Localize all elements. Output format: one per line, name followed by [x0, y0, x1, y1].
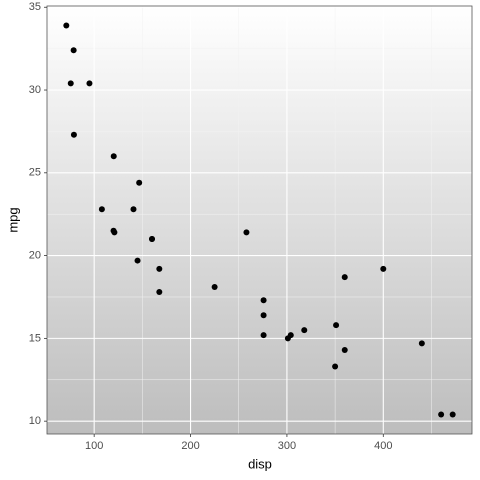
- point: [341, 346, 348, 353]
- point: [260, 332, 267, 339]
- x-tick-label: 100: [85, 440, 103, 452]
- point: [156, 289, 163, 296]
- panel: [47, 6, 472, 434]
- y-tick-label: 10: [29, 415, 41, 427]
- point: [70, 47, 77, 54]
- y-axis-title: mpg: [5, 207, 20, 232]
- point: [134, 257, 141, 264]
- x-axis-title: disp: [248, 456, 272, 471]
- point: [148, 236, 155, 243]
- point: [284, 335, 291, 342]
- x-tick-label: 400: [374, 440, 392, 452]
- grid: [47, 6, 472, 434]
- y-tick-label: 15: [29, 332, 41, 344]
- point: [341, 274, 348, 281]
- points: [63, 22, 456, 418]
- x-tick-label: 200: [181, 440, 199, 452]
- point: [136, 179, 143, 186]
- point: [333, 322, 340, 329]
- point: [110, 153, 117, 160]
- point: [130, 206, 137, 213]
- point: [301, 327, 308, 334]
- y-tick-label: 25: [29, 167, 41, 179]
- point: [156, 265, 163, 272]
- point: [380, 265, 387, 272]
- y-tick-label: 35: [29, 1, 41, 13]
- panel-border: [46, 5, 473, 435]
- point: [70, 131, 77, 138]
- point: [111, 229, 118, 236]
- point: [98, 206, 105, 213]
- point: [438, 411, 445, 418]
- point: [243, 229, 250, 236]
- point: [63, 22, 70, 29]
- point: [418, 340, 425, 347]
- point: [86, 80, 93, 87]
- x-tick-label: 300: [278, 440, 296, 452]
- point: [332, 363, 339, 370]
- point: [449, 411, 456, 418]
- point: [67, 80, 74, 87]
- y-tick-label: 20: [29, 250, 41, 262]
- point: [260, 297, 267, 304]
- point: [211, 284, 218, 291]
- point: [260, 312, 267, 319]
- y-tick-label: 30: [29, 84, 41, 96]
